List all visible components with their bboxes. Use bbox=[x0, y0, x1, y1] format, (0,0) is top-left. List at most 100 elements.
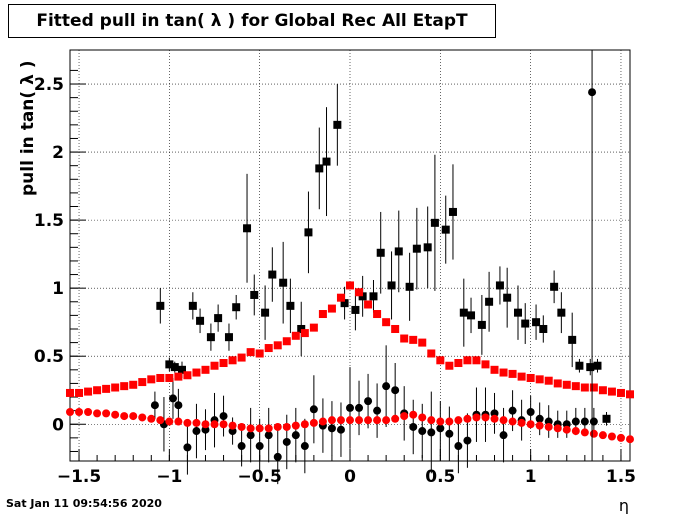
circle-marker bbox=[255, 424, 264, 433]
square-marker bbox=[550, 282, 559, 291]
circle-marker bbox=[580, 417, 589, 426]
square-marker bbox=[268, 270, 277, 279]
circle-marker bbox=[150, 401, 159, 410]
circle-marker bbox=[391, 386, 400, 395]
circle-marker bbox=[168, 394, 177, 403]
square-marker bbox=[346, 281, 354, 290]
square-marker bbox=[93, 386, 102, 395]
square-marker bbox=[333, 120, 342, 129]
circle-marker bbox=[165, 417, 174, 426]
square-marker bbox=[467, 311, 476, 320]
circle-marker bbox=[454, 416, 463, 425]
square-marker bbox=[206, 333, 215, 342]
title-box: Fitted pull in tan( λ ) for Global Rec A… bbox=[8, 4, 496, 38]
circle-marker bbox=[355, 403, 364, 412]
outlier-marker bbox=[588, 88, 597, 97]
y-tick-label: 1 bbox=[52, 279, 64, 299]
square-marker bbox=[250, 290, 259, 299]
circle-marker bbox=[346, 416, 354, 425]
circle-marker bbox=[526, 408, 535, 417]
square-marker bbox=[436, 356, 445, 365]
square-marker bbox=[445, 361, 454, 370]
square-marker bbox=[580, 383, 589, 392]
square-marker bbox=[291, 331, 300, 340]
data-marks bbox=[66, 50, 634, 485]
circle-marker bbox=[445, 429, 454, 438]
square-marker bbox=[441, 225, 450, 234]
square-marker bbox=[214, 314, 223, 323]
y-tick-labels: 0 0.5 1 1.5 2 2.5 bbox=[34, 75, 64, 435]
square-marker bbox=[514, 308, 522, 317]
square-marker bbox=[562, 380, 571, 389]
square-marker bbox=[521, 319, 530, 328]
x-tick-label: 0.5 bbox=[425, 467, 455, 487]
x-tick-label: −1.5 bbox=[57, 467, 101, 487]
square-marker bbox=[102, 384, 111, 393]
circle-marker bbox=[553, 424, 562, 433]
circle-marker bbox=[192, 427, 201, 436]
square-marker bbox=[364, 300, 373, 309]
square-marker bbox=[373, 310, 382, 319]
circle-marker bbox=[580, 428, 589, 437]
circle-marker bbox=[499, 416, 508, 425]
x-tick-label: 0 bbox=[344, 467, 356, 487]
circle-marker bbox=[327, 424, 336, 433]
square-marker bbox=[188, 301, 197, 310]
square-marker bbox=[336, 293, 345, 302]
circle-marker bbox=[237, 422, 246, 431]
timestamp: Sat Jan 11 09:54:56 2020 bbox=[6, 497, 162, 510]
square-marker bbox=[412, 244, 421, 253]
square-marker bbox=[459, 308, 468, 317]
circle-marker bbox=[309, 405, 318, 414]
circle-marker bbox=[183, 418, 192, 427]
square-marker bbox=[553, 379, 562, 388]
square-marker bbox=[232, 303, 241, 312]
circle-marker bbox=[219, 420, 228, 429]
y-tick-label: 1.5 bbox=[34, 211, 64, 231]
square-marker bbox=[318, 310, 327, 319]
square-marker bbox=[165, 360, 174, 369]
circle-marker bbox=[544, 422, 553, 431]
circle-marker bbox=[228, 421, 237, 430]
square-marker bbox=[309, 323, 318, 332]
circle-marker bbox=[526, 420, 535, 429]
circle-marker bbox=[445, 417, 454, 426]
square-marker bbox=[593, 361, 602, 370]
circle-marker bbox=[147, 414, 156, 423]
x-tick-label: 1 bbox=[525, 467, 537, 487]
square-marker bbox=[322, 157, 331, 166]
circle-marker bbox=[535, 414, 544, 423]
square-marker bbox=[351, 305, 360, 314]
square-marker bbox=[178, 365, 186, 374]
circle-marker bbox=[327, 416, 336, 425]
circle-marker bbox=[300, 442, 309, 451]
circle-marker bbox=[93, 409, 102, 418]
square-marker bbox=[355, 288, 364, 297]
circle-marker bbox=[463, 436, 472, 445]
square-marker bbox=[279, 278, 288, 287]
x-tick-labels: −1.5 −1 −0.5 0 0.5 1 1.5 bbox=[57, 467, 636, 487]
square-marker bbox=[616, 388, 625, 397]
circle-marker bbox=[111, 410, 120, 419]
square-marker bbox=[607, 387, 616, 396]
square-marker bbox=[201, 365, 210, 374]
circle-marker bbox=[508, 417, 517, 426]
y-tick-label: 0.5 bbox=[34, 347, 64, 367]
circle-marker bbox=[174, 401, 183, 410]
square-marker bbox=[219, 359, 228, 368]
circle-marker bbox=[300, 420, 309, 429]
square-marker bbox=[261, 308, 270, 317]
square-marker bbox=[503, 293, 512, 302]
square-marker bbox=[340, 299, 349, 308]
square-marker bbox=[228, 356, 237, 365]
circle-marker bbox=[472, 413, 481, 422]
square-marker bbox=[499, 368, 508, 377]
circle-marker bbox=[264, 424, 273, 433]
square-marker bbox=[358, 292, 367, 301]
circle-marker bbox=[174, 417, 183, 426]
circle-marker bbox=[517, 418, 526, 427]
circle-marker bbox=[427, 416, 436, 425]
square-marker bbox=[165, 373, 174, 382]
circle-marker bbox=[75, 408, 84, 417]
